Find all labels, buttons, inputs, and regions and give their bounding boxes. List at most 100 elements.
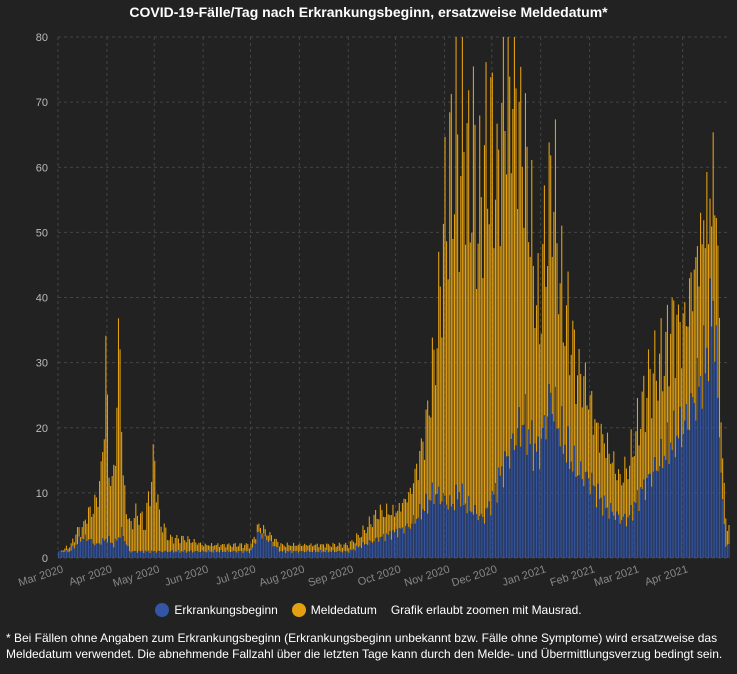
- bar-meldedatum: [244, 544, 246, 551]
- bar-meldedatum: [222, 544, 224, 553]
- bar-meldedatum: [408, 492, 410, 528]
- bar-erkrankungsbeginn: [662, 468, 664, 558]
- bar-erkrankungsbeginn: [657, 471, 659, 558]
- bar-erkrankungsbeginn: [282, 551, 284, 558]
- bar-meldedatum: [704, 248, 706, 374]
- bar-meldedatum: [671, 297, 673, 451]
- legend-swatch-meldedatum: [291, 603, 306, 617]
- bar-meldedatum: [255, 539, 257, 544]
- x-tick-label: Apr 2021: [643, 563, 689, 588]
- bar-meldedatum: [266, 535, 268, 541]
- bar-erkrankungsbeginn: [274, 546, 276, 558]
- bar-erkrankungsbeginn: [493, 494, 495, 558]
- bar-erkrankungsbeginn: [259, 533, 261, 558]
- bar-erkrankungsbeginn: [289, 550, 291, 558]
- bar-meldedatum: [580, 373, 582, 462]
- bar-erkrankungsbeginn: [663, 455, 665, 558]
- bar-meldedatum: [229, 545, 232, 553]
- bar-erkrankungsbeginn: [78, 536, 80, 558]
- bar-meldedatum: [217, 543, 219, 552]
- bar-erkrankungsbeginn: [524, 394, 527, 558]
- bar-erkrankungsbeginn: [553, 421, 555, 558]
- bar-erkrankungsbeginn: [685, 404, 687, 558]
- bar-erkrankungsbeginn: [382, 533, 385, 558]
- bar-erkrankungsbeginn: [166, 552, 168, 558]
- bar-meldedatum: [687, 326, 689, 430]
- bar-erkrankungsbeginn: [73, 548, 75, 558]
- bar-meldedatum: [588, 409, 590, 479]
- bar-meldedatum: [725, 518, 727, 547]
- bar-erkrankungsbeginn: [264, 536, 266, 558]
- bar-erkrankungsbeginn: [584, 472, 586, 558]
- bar-meldedatum: [125, 514, 127, 545]
- bar-meldedatum: [644, 432, 646, 501]
- bar-meldedatum: [236, 546, 238, 553]
- bar-erkrankungsbeginn: [136, 552, 138, 558]
- bar-meldedatum: [589, 394, 591, 495]
- bar-meldedatum: [253, 536, 255, 543]
- bar-meldedatum: [504, 131, 506, 452]
- bar-erkrankungsbeginn: [108, 536, 110, 558]
- bar-erkrankungsbeginn: [469, 511, 471, 558]
- bar-erkrankungsbeginn: [261, 538, 263, 558]
- bar-meldedatum: [668, 386, 670, 464]
- bar-erkrankungsbeginn: [80, 541, 82, 558]
- bar-meldedatum: [128, 518, 131, 552]
- bar-meldedatum: [423, 459, 426, 512]
- bar-meldedatum: [299, 543, 301, 552]
- bar-erkrankungsbeginn: [652, 471, 654, 558]
- bar-meldedatum: [565, 305, 568, 463]
- bar-erkrankungsbeginn: [625, 526, 627, 558]
- bar-erkrankungsbeginn: [676, 435, 678, 558]
- bar-erkrankungsbeginn: [168, 551, 170, 558]
- x-tick-label: Sep 2020: [307, 563, 356, 589]
- bar-erkrankungsbeginn: [209, 551, 211, 558]
- legend-item-meldedatum[interactable]: Meldedatum: [291, 603, 377, 617]
- bar-meldedatum: [592, 434, 594, 486]
- bar-erkrankungsbeginn: [616, 511, 618, 558]
- bar-meldedatum: [718, 317, 721, 438]
- bar-meldedatum: [277, 541, 279, 548]
- bar-erkrankungsbeginn: [464, 503, 467, 558]
- x-tick-label: Apr 2020: [68, 563, 114, 588]
- bar-erkrankungsbeginn: [94, 545, 96, 558]
- bar-meldedatum: [193, 538, 195, 552]
- bar-meldedatum: [483, 145, 485, 524]
- bar-meldedatum: [534, 328, 536, 444]
- bar-erkrankungsbeginn: [545, 439, 547, 558]
- bar-erkrankungsbeginn: [592, 485, 594, 558]
- bar-erkrankungsbeginn: [611, 511, 613, 558]
- bar-meldedatum: [274, 538, 276, 547]
- bar-erkrankungsbeginn: [572, 471, 574, 558]
- bar-erkrankungsbeginn: [127, 546, 129, 558]
- bar-erkrankungsbeginn: [498, 467, 500, 558]
- bar-meldedatum: [247, 544, 249, 551]
- bar-erkrankungsbeginn: [509, 468, 511, 558]
- bar-meldedatum: [449, 112, 451, 496]
- bar-erkrankungsbeginn: [531, 420, 533, 558]
- bar-meldedatum: [242, 547, 244, 553]
- bar-erkrankungsbeginn: [398, 527, 400, 558]
- bar-erkrankungsbeginn: [362, 542, 364, 558]
- bar-meldedatum: [288, 545, 290, 552]
- bar-meldedatum: [261, 533, 263, 539]
- bar-erkrankungsbeginn: [299, 551, 301, 558]
- bar-erkrankungsbeginn: [405, 526, 407, 558]
- bar-meldedatum: [259, 527, 261, 534]
- bar-meldedatum: [226, 544, 228, 551]
- bar-meldedatum: [321, 544, 323, 553]
- y-tick-label: 60: [36, 162, 48, 174]
- bar-erkrankungsbeginn: [59, 550, 61, 558]
- bar-erkrankungsbeginn: [397, 537, 399, 558]
- bar-meldedatum: [695, 257, 697, 421]
- legend-item-erkrankungsbeginn[interactable]: Erkrankungsbeginn: [155, 603, 278, 617]
- bar-meldedatum: [636, 397, 639, 491]
- bar-meldedatum: [231, 546, 233, 552]
- bar-erkrankungsbeginn: [315, 552, 317, 558]
- bar-erkrankungsbeginn: [368, 539, 370, 558]
- bar-erkrankungsbeginn: [203, 551, 205, 558]
- bar-erkrankungsbeginn: [226, 550, 228, 558]
- bar-meldedatum: [491, 72, 493, 492]
- bar-meldedatum: [572, 320, 574, 472]
